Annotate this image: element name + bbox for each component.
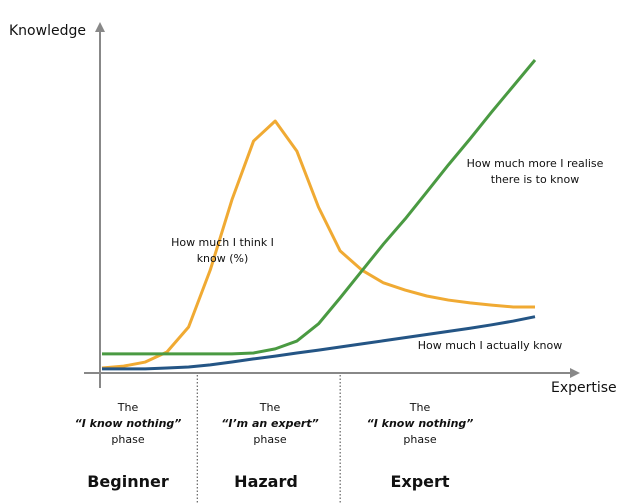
realise-label-line2: there is to know bbox=[490, 173, 580, 186]
phase-quote: “I know nothing” bbox=[366, 417, 474, 430]
phase-quote: “I’m an expert” bbox=[221, 417, 319, 430]
phase-expert: The “I know nothing” phase bbox=[350, 400, 490, 448]
x-axis-arrow bbox=[570, 368, 580, 378]
series-line-0 bbox=[101, 119, 535, 370]
phase-line1: The bbox=[259, 401, 281, 414]
x-axis-label: Expertise bbox=[551, 380, 617, 396]
phase-line1: The bbox=[117, 401, 139, 414]
y-axis-arrow bbox=[95, 22, 105, 32]
realise-label: How much more I realise there is to know bbox=[460, 156, 610, 188]
phase-line3: phase bbox=[403, 433, 437, 446]
stage-beginner: Beginner bbox=[87, 472, 169, 491]
series-line-1 bbox=[102, 59, 537, 356]
phase-quote: “I know nothing” bbox=[74, 417, 182, 430]
realise-label-line1: How much more I realise bbox=[466, 157, 604, 170]
stage-hazard: Hazard bbox=[234, 472, 298, 491]
stage-expert: Expert bbox=[390, 472, 450, 491]
y-axis-label: Knowledge bbox=[9, 23, 86, 39]
phase-hazard: The “I’m an expert” phase bbox=[200, 400, 340, 448]
think-label: How much I think I know (%) bbox=[171, 236, 274, 265]
phase-line1: The bbox=[409, 401, 431, 414]
phase-line3: phase bbox=[111, 433, 145, 446]
actual-label: How much I actually know bbox=[417, 339, 563, 352]
phase-beginner: The “I know nothing” phase bbox=[58, 400, 198, 448]
phase-line3: phase bbox=[253, 433, 287, 446]
series-line-2 bbox=[102, 315, 536, 371]
